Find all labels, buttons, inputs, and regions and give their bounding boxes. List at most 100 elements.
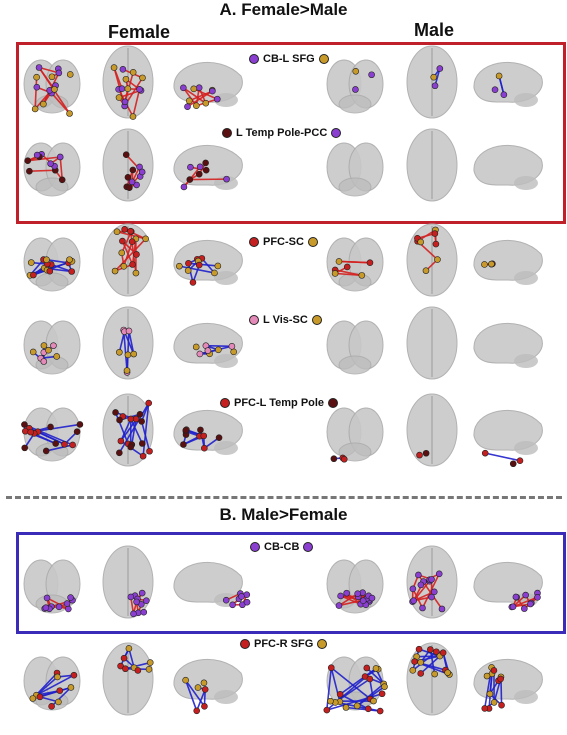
network-node: [444, 669, 451, 676]
network-node: [378, 690, 386, 698]
connection-edge: [420, 655, 441, 675]
network-node: [66, 110, 73, 117]
network-node: [516, 457, 524, 465]
network-node: [136, 410, 144, 418]
row-label-text: PFC-SC: [263, 236, 304, 248]
network-node: [370, 697, 377, 705]
network-node: [195, 170, 203, 178]
row-label-text: CB-CB: [264, 541, 300, 553]
network-node: [138, 418, 145, 425]
network-node: [120, 263, 128, 270]
network-node: [145, 666, 153, 673]
network-node: [512, 593, 520, 601]
network-node: [417, 238, 424, 246]
network-node: [133, 598, 140, 606]
node-color-dot: [249, 54, 259, 64]
network-node: [363, 664, 371, 672]
network-node: [67, 684, 75, 691]
network-node: [495, 72, 503, 80]
network-node: [133, 181, 140, 189]
network-node: [431, 230, 439, 237]
network-node: [335, 602, 343, 609]
connection-edge: [27, 156, 61, 162]
network-node: [139, 452, 147, 460]
network-node: [189, 279, 197, 286]
connection-edge: [335, 272, 362, 277]
connection-edge: [184, 679, 198, 712]
network-node: [490, 667, 498, 674]
network-node: [21, 421, 28, 428]
network-node: [354, 590, 361, 597]
network-node: [229, 601, 236, 609]
network-node: [481, 705, 489, 712]
network-node: [422, 267, 430, 274]
network-node: [213, 95, 221, 103]
network-node: [146, 659, 154, 666]
network-node: [381, 683, 388, 690]
network-node: [50, 342, 57, 349]
network-node: [76, 421, 84, 428]
network-node: [228, 342, 236, 350]
brain-cerebellum: [514, 441, 538, 455]
male-column-header: Male: [414, 20, 455, 40]
connection-edge: [123, 241, 133, 267]
network-node: [73, 428, 81, 435]
connection-edge: [338, 260, 371, 264]
brain-sagittal: [473, 239, 543, 281]
network-node: [61, 440, 68, 448]
network-node: [359, 597, 367, 605]
connection-edge: [128, 330, 135, 355]
network-node: [122, 75, 130, 83]
network-node: [481, 449, 489, 457]
network-node: [48, 703, 55, 710]
network-node: [129, 113, 137, 120]
brain-sagittal: [173, 322, 243, 364]
connection-edge: [413, 580, 431, 602]
network-node: [127, 443, 135, 451]
network-node: [215, 346, 222, 354]
network-node: [29, 348, 37, 356]
row-label-pfc-ltemppole: PFC-L Temp Pole: [220, 397, 339, 409]
network-node: [430, 73, 438, 81]
network-node: [201, 444, 208, 452]
row-label-ltemppole-pcc: L Temp Pole-PCC: [222, 127, 342, 139]
network-node: [498, 701, 505, 709]
network-node: [353, 702, 361, 710]
network-node: [47, 160, 54, 167]
network-node: [116, 449, 123, 457]
network-node: [521, 605, 528, 612]
brain-cerebellum: [214, 354, 238, 368]
network-node: [509, 603, 517, 611]
network-node: [202, 166, 210, 174]
connection-edge: [29, 169, 56, 173]
network-node: [124, 174, 132, 181]
network-node: [509, 460, 517, 468]
network-node: [422, 449, 430, 457]
network-node: [366, 675, 374, 683]
network-node: [411, 658, 418, 665]
network-node: [415, 645, 423, 653]
network-node: [40, 342, 48, 349]
network-node: [54, 673, 61, 681]
connection-edge: [35, 674, 75, 696]
section-divider: [6, 496, 562, 499]
network-node: [534, 593, 541, 601]
connection-edge: [59, 156, 64, 180]
network-node: [439, 649, 447, 657]
network-node: [192, 343, 200, 351]
network-node: [176, 262, 183, 270]
row-label-cb-lsfg: CB-L SFG: [249, 53, 329, 65]
network-node: [124, 85, 132, 92]
network-node: [26, 167, 33, 175]
network-node: [29, 695, 37, 702]
brain-cerebellum: [214, 441, 238, 455]
network-node: [21, 444, 29, 452]
connection-edge: [38, 66, 60, 74]
section-b-title: B. Male>Female: [219, 505, 348, 524]
network-node: [30, 271, 37, 279]
network-node: [196, 163, 204, 171]
network-node: [434, 256, 441, 263]
connection-edge: [366, 667, 385, 685]
network-node: [127, 415, 135, 423]
